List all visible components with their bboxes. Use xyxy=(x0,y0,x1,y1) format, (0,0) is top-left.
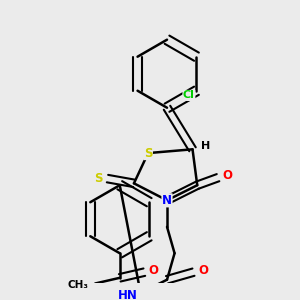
Text: H: H xyxy=(201,142,210,152)
Text: O: O xyxy=(198,264,208,277)
Text: O: O xyxy=(223,169,232,182)
Text: Cl: Cl xyxy=(183,90,195,100)
Text: O: O xyxy=(149,264,159,277)
Text: CH₃: CH₃ xyxy=(68,280,89,290)
Text: N: N xyxy=(162,194,172,207)
Text: S: S xyxy=(144,147,152,160)
Text: S: S xyxy=(94,172,102,185)
Text: HN: HN xyxy=(117,289,137,300)
